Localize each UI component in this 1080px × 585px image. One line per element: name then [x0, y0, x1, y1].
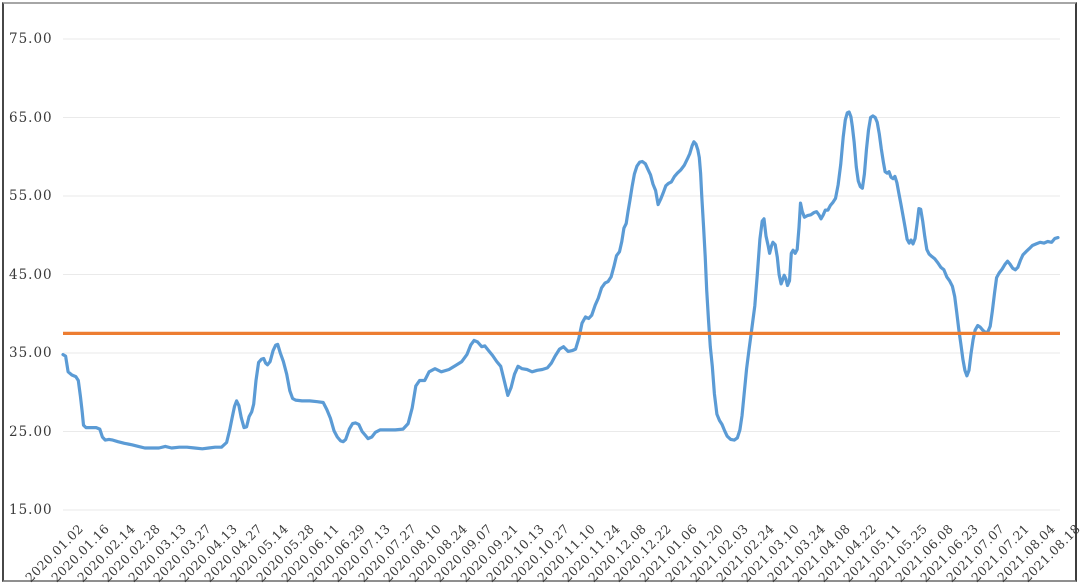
y-axis-label: 65.00 — [9, 109, 53, 126]
y-axis-label: 45.00 — [9, 266, 53, 283]
price-series-line — [61, 110, 1060, 451]
y-axis-label: 25.00 — [9, 423, 53, 440]
y-axis-label: 75.00 — [9, 31, 53, 47]
y-axis-label: 35.00 — [9, 345, 53, 361]
y-axis-label: 55.00 — [9, 188, 53, 204]
y-axis-label: 15.00 — [9, 502, 53, 518]
